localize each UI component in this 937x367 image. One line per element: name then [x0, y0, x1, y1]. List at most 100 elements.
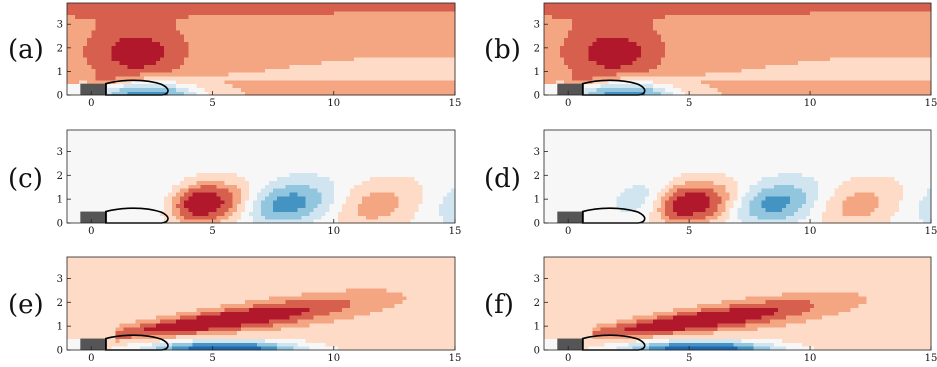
- contour-cell: [107, 164, 113, 170]
- contour-cell: [612, 41, 618, 46]
- contour-cell: [277, 26, 282, 31]
- contour-cell: [765, 37, 771, 42]
- contour-cell: [71, 215, 76, 220]
- contour-cell: [822, 26, 827, 31]
- contour-cell: [793, 10, 799, 16]
- contour-cell: [131, 75, 137, 81]
- contour-cell: [894, 41, 900, 46]
- x-tick-label: 15: [449, 98, 462, 109]
- contour-cell: [749, 45, 755, 50]
- contour-cell: [394, 52, 400, 58]
- contour-cell: [648, 10, 654, 16]
- contour-cell: [450, 56, 456, 62]
- contour-cell: [564, 18, 569, 23]
- contour-cell: [232, 33, 238, 39]
- contour-cell: [103, 29, 109, 35]
- contour-cell: [668, 10, 674, 16]
- contour-cell: [297, 79, 303, 85]
- contour-cell: [608, 26, 614, 31]
- contour-cell: [95, 153, 100, 158]
- contour-cell: [71, 130, 76, 135]
- contour-cell: [544, 33, 549, 39]
- contour-cell: [854, 52, 860, 58]
- contour-cell: [313, 10, 319, 16]
- contour-cell: [870, 6, 876, 12]
- contour-cell: [123, 219, 129, 224]
- contour-cell: [749, 72, 755, 77]
- contour-cell: [910, 26, 916, 31]
- contour-cell: [119, 130, 125, 135]
- contour-cell: [67, 45, 72, 50]
- contour-cell: [806, 83, 811, 88]
- contour-cell: [701, 49, 706, 54]
- contour-cell: [224, 45, 230, 50]
- contour-cell: [135, 18, 141, 23]
- contour-cell: [806, 10, 811, 16]
- contour-cell: [220, 60, 226, 65]
- contour-cell: [580, 14, 585, 19]
- contour-cell: [131, 29, 137, 35]
- contour-cell: [757, 68, 763, 73]
- contour-cell: [596, 37, 602, 42]
- contour-cell: [576, 29, 581, 35]
- contour-cell: [83, 172, 88, 178]
- contour-cell: [846, 72, 851, 77]
- contour-cell: [333, 41, 339, 46]
- contour-cell: [164, 87, 169, 92]
- contour-cell: [926, 75, 932, 81]
- contour-cell: [176, 60, 181, 65]
- contour-cell: [422, 29, 428, 35]
- contour-cell: [281, 41, 286, 46]
- contour-cell: [394, 68, 400, 73]
- contour-cell: [362, 56, 367, 62]
- contour-cell: [438, 56, 444, 62]
- contour-cell: [596, 26, 602, 31]
- contour-cell: [842, 41, 847, 46]
- contour-cell: [131, 52, 137, 58]
- contour-cell: [898, 75, 904, 81]
- contour-cell: [729, 64, 735, 69]
- contour-cell: [430, 72, 436, 77]
- contour-cell: [119, 33, 125, 39]
- contour-cell: [442, 49, 448, 54]
- contour-cell: [422, 22, 428, 27]
- contour-cell: [628, 3, 634, 8]
- contour-cell: [882, 91, 888, 96]
- contour-cell: [91, 37, 96, 42]
- contour-cell: [139, 87, 145, 92]
- contour-cell: [172, 83, 177, 88]
- contour-cell: [576, 6, 581, 12]
- contour-cell: [886, 60, 892, 65]
- contour-cell: [297, 87, 303, 92]
- contour-cell: [184, 72, 189, 77]
- contour-cell: [224, 79, 230, 85]
- contour-cell: [785, 37, 791, 42]
- contour-cell: [95, 56, 100, 62]
- contour-cell: [402, 72, 408, 77]
- contour-cell: [729, 22, 735, 27]
- contour-cell: [842, 14, 847, 19]
- contour-cell: [313, 26, 319, 31]
- contour-cell: [248, 29, 254, 35]
- contour-cell: [685, 37, 690, 42]
- contour-cell: [648, 49, 654, 54]
- contour-cell: [632, 37, 638, 42]
- contour-cell: [721, 29, 727, 35]
- contour-cell: [67, 145, 72, 150]
- contour-cell: [810, 68, 815, 73]
- contour-cell: [592, 26, 598, 31]
- step-block: [557, 83, 584, 95]
- contour-cell: [293, 52, 298, 58]
- contour-cell: [793, 68, 799, 73]
- contour-cell: [309, 22, 315, 27]
- contour-cell: [781, 64, 787, 69]
- contour-cell: [668, 60, 674, 65]
- contour-cell: [87, 72, 92, 77]
- contour-cell: [301, 52, 307, 58]
- contour-cell: [111, 33, 117, 39]
- contour-cell: [717, 60, 722, 65]
- contour-cell: [159, 26, 165, 31]
- contour-cell: [422, 72, 428, 77]
- contour-cell: [382, 3, 387, 8]
- contour-cell: [180, 18, 185, 23]
